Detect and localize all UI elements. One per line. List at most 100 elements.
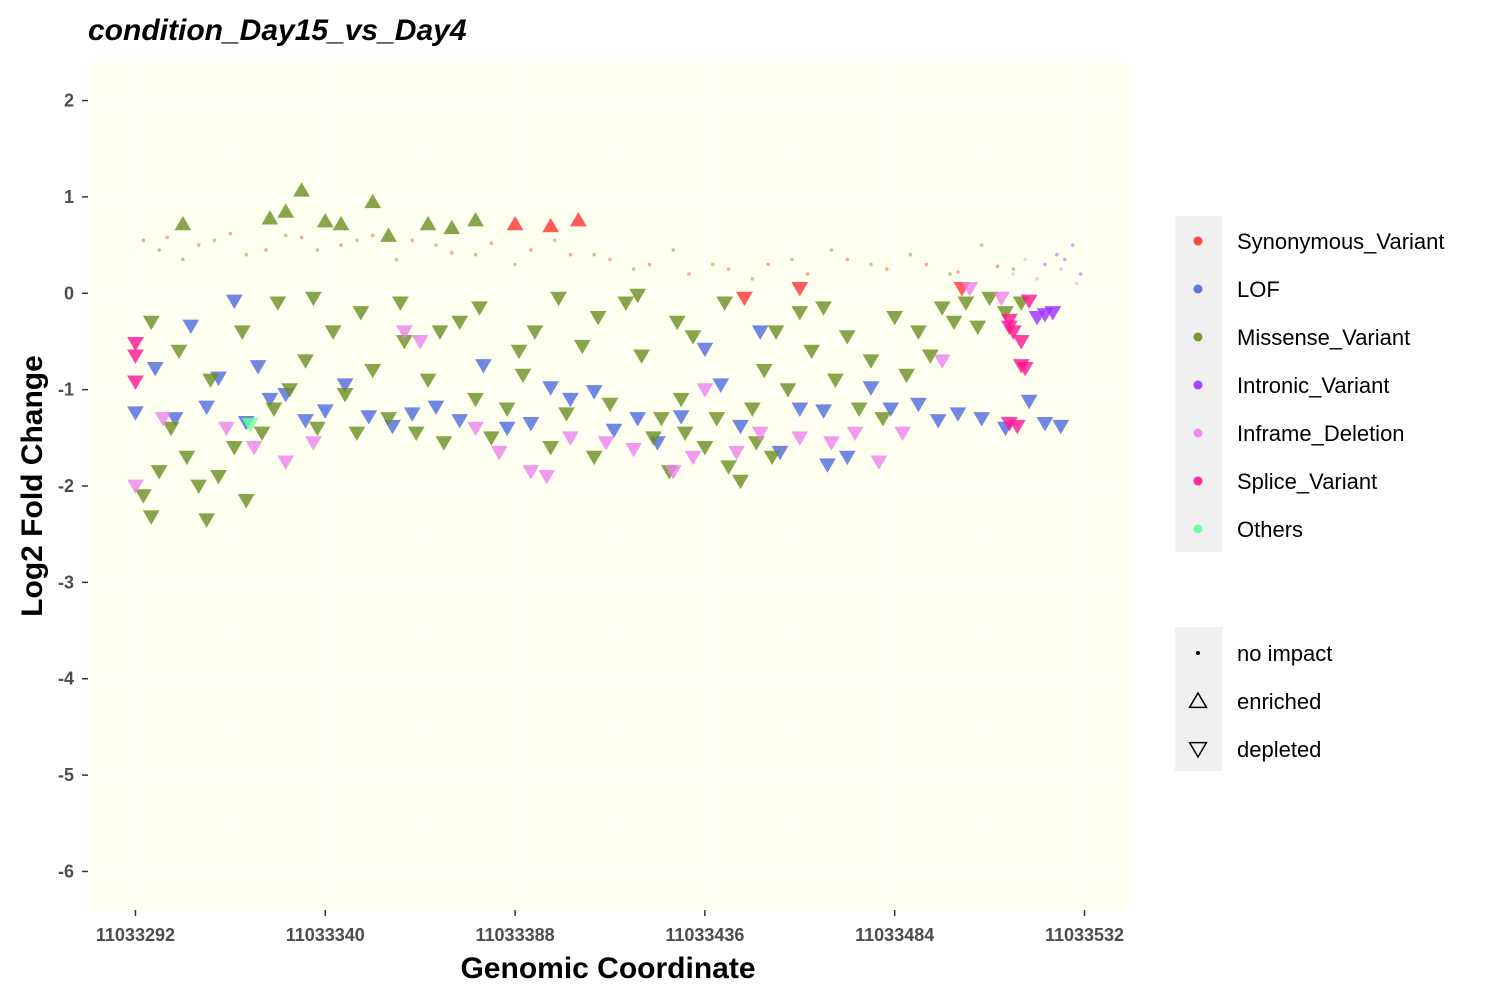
no-impact-point	[1035, 277, 1039, 281]
chart-title: condition_Day15_vs_Day4	[88, 14, 467, 47]
no-impact-point	[766, 262, 770, 267]
no-impact-point	[410, 238, 415, 243]
depleted-point	[514, 368, 532, 384]
depleted-point	[732, 474, 749, 490]
y-tick-label: 0	[64, 283, 74, 303]
shape-legend-key-background	[1175, 627, 1222, 771]
depleted-point	[874, 412, 892, 427]
depleted-point	[190, 479, 208, 494]
legend-triangle-down-icon	[1188, 741, 1208, 759]
depleted-point	[225, 441, 243, 456]
depleted-point	[542, 381, 560, 396]
enriched-point	[261, 210, 279, 225]
depleted-point	[838, 330, 856, 345]
depleted-point	[751, 426, 769, 441]
depleted-point	[482, 431, 500, 446]
depleted-point	[981, 291, 998, 307]
x-axis-title: Genomic Coordinate	[460, 952, 755, 985]
no-impact-point	[1023, 257, 1027, 262]
no-impact-point	[450, 251, 454, 255]
depleted-point	[435, 436, 453, 451]
depleted-point	[391, 296, 409, 311]
depleted-point	[961, 282, 979, 297]
depleted-point	[395, 325, 413, 340]
enriched-point	[569, 212, 587, 227]
depleted-point	[1020, 294, 1038, 309]
no-impact-point	[592, 252, 596, 257]
depleted-point	[763, 450, 781, 466]
depleted-point	[664, 465, 682, 480]
no-impact-point	[394, 257, 399, 262]
enriched-point	[174, 215, 192, 231]
no-impact-point	[790, 257, 794, 262]
depleted-point	[467, 421, 484, 437]
depleted-point	[949, 407, 967, 422]
no-impact-point	[529, 248, 533, 252]
depleted-point	[522, 416, 540, 432]
depleted-point	[154, 412, 172, 427]
enriched-point	[316, 213, 334, 228]
y-tick-label: -6	[58, 861, 74, 881]
depleted-point	[767, 325, 785, 340]
depleted-point	[297, 354, 314, 369]
depleted-point	[550, 291, 567, 307]
grid-lines	[88, 62, 1128, 910]
depleted-point	[736, 291, 753, 307]
no-impact-point	[845, 257, 850, 262]
no-impact-point	[1011, 267, 1016, 271]
depleted-point	[1004, 325, 1022, 340]
depleted-point	[395, 335, 413, 350]
no-impact-point	[671, 248, 676, 252]
depleted-point	[411, 335, 429, 350]
no-impact-point	[1055, 252, 1059, 257]
depleted-point	[562, 431, 579, 446]
no-impact-point	[568, 252, 573, 257]
depleted-point	[475, 359, 492, 374]
depleted-point	[490, 445, 508, 461]
depleted-point	[625, 442, 643, 458]
no-impact-point	[141, 238, 146, 243]
depleted-point	[198, 400, 216, 415]
enriched-point	[542, 217, 560, 233]
depleted-point	[696, 383, 714, 398]
depleted-point	[166, 412, 184, 427]
enriched-point	[443, 219, 461, 235]
no-impact-point	[228, 231, 233, 236]
depleted-point	[791, 306, 809, 321]
depleted-point	[1020, 394, 1038, 410]
depleted-point	[696, 342, 714, 358]
depleted-point	[605, 423, 623, 439]
legend-label: depleted	[1237, 737, 1321, 762]
no-impact-point	[513, 262, 517, 267]
legend-label: Splice_Variant	[1237, 469, 1377, 494]
depleted-point	[933, 354, 951, 369]
no-impact-point	[908, 252, 913, 257]
enriched-point	[277, 203, 295, 218]
depleted-point	[522, 465, 540, 480]
no-impact-point	[829, 248, 834, 252]
depleted-point	[127, 349, 144, 364]
depleted-point	[850, 402, 868, 417]
no-impact-point	[924, 262, 929, 267]
depleted-point	[304, 291, 322, 307]
no-impact-point	[750, 277, 755, 281]
no-impact-point	[212, 238, 217, 243]
depleted-point	[791, 431, 809, 446]
depleted-point	[929, 414, 947, 429]
depleted-point	[352, 306, 370, 321]
no-impact-point	[434, 243, 438, 247]
legend-color-key	[1193, 236, 1203, 246]
depleted-point	[910, 397, 927, 413]
enriched-point	[364, 193, 382, 209]
no-impact-point	[1058, 267, 1063, 271]
depleted-point	[431, 325, 449, 340]
no-impact-point	[283, 233, 288, 238]
enriched-point	[293, 182, 310, 197]
enriched-point	[332, 215, 350, 231]
enriched-point	[380, 227, 397, 242]
x-tick-label: 11033292	[96, 925, 175, 945]
depleted-point	[732, 419, 749, 435]
depleted-point	[526, 325, 544, 340]
depleted-point	[771, 445, 789, 461]
depleted-point	[558, 407, 575, 422]
